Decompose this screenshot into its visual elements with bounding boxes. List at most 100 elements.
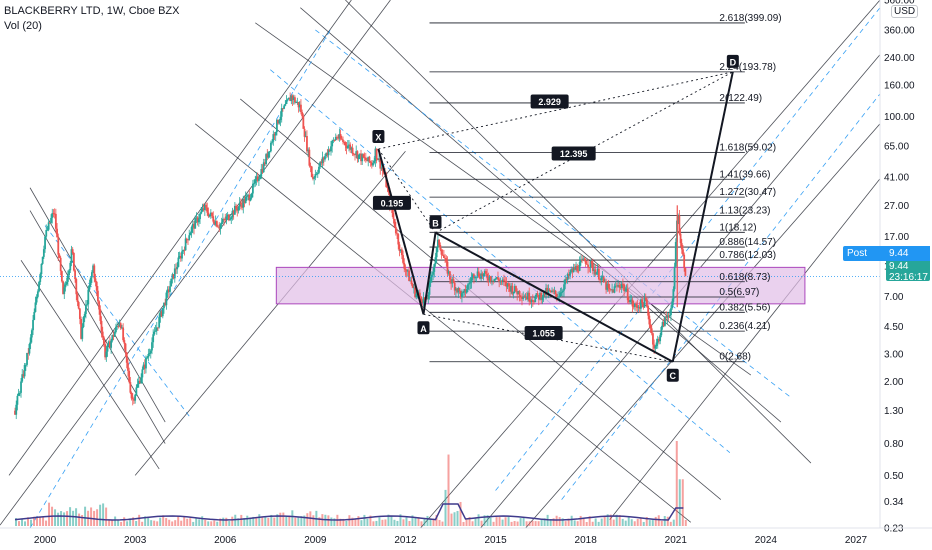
candle-body — [451, 279, 454, 284]
candle-body — [539, 292, 541, 300]
candle-body — [397, 234, 400, 245]
candle-body — [597, 268, 600, 280]
candle-body — [202, 208, 205, 210]
candle-body — [379, 158, 382, 169]
candle-body — [309, 165, 312, 167]
volume-bar — [618, 515, 621, 526]
candle-body — [332, 140, 335, 141]
candle-body — [636, 305, 639, 308]
candle-body — [284, 103, 287, 106]
candle-body — [189, 232, 192, 236]
candle-body — [278, 120, 281, 124]
candle-body — [625, 288, 628, 291]
candle-body — [581, 259, 583, 261]
volume-bar — [594, 518, 597, 526]
supply-demand-zone — [275, 266, 806, 305]
volume-indicator-label[interactable]: Vol (20) — [4, 20, 42, 32]
channel-line-up-dashed — [495, 7, 880, 491]
volume-bar — [126, 521, 129, 526]
candle-body — [535, 293, 538, 298]
candle-body — [630, 299, 633, 301]
candle-body — [248, 194, 251, 201]
currency-label[interactable]: USD — [891, 5, 919, 18]
candle-body — [227, 214, 230, 221]
candle-body — [661, 322, 664, 328]
pattern-ratio-xb — [378, 148, 436, 234]
candle-body — [569, 272, 571, 276]
channel-line-down — [194, 123, 692, 523]
volume-bar — [219, 518, 222, 526]
candle-body — [65, 281, 68, 285]
volume-bar — [438, 520, 441, 526]
volume-bar — [477, 514, 480, 526]
candle-body — [239, 202, 242, 205]
volume-bar — [645, 517, 648, 526]
candle-body — [294, 97, 296, 103]
candle-body — [653, 344, 656, 349]
candle-body — [268, 151, 271, 153]
volume-bar — [231, 516, 234, 526]
volume-bar — [660, 520, 663, 526]
volume-bar — [393, 519, 396, 526]
candle-body — [606, 283, 609, 290]
volume-bar — [138, 514, 141, 526]
candle-body — [199, 213, 201, 220]
volume-bar — [48, 502, 51, 526]
candle-body — [566, 274, 569, 280]
candle-body — [457, 288, 460, 293]
candle-body — [285, 100, 288, 104]
candle-body — [231, 210, 234, 218]
candle-body — [161, 308, 164, 317]
candle-body — [286, 99, 289, 101]
volume-bar — [42, 517, 45, 526]
candle-body — [458, 288, 461, 292]
volume-bar — [306, 513, 309, 526]
pattern-point-box — [726, 54, 739, 68]
candle-body — [409, 280, 412, 282]
candle-body — [74, 270, 76, 280]
candle-body — [271, 141, 274, 143]
candle-body — [677, 215, 680, 221]
fib-level-label: 1.41(39.66) — [719, 169, 770, 180]
candle-body — [17, 393, 20, 396]
volume-bar — [24, 521, 27, 526]
candle-body — [398, 244, 401, 251]
candle-body — [518, 291, 521, 297]
candle-body — [626, 288, 629, 301]
candle-body — [358, 153, 361, 155]
candle-body — [344, 142, 347, 146]
candle-body — [208, 214, 211, 217]
channel-line-up-dashed — [29, 29, 331, 528]
candle-body — [57, 237, 60, 255]
candle-body — [655, 342, 658, 347]
candle-body — [573, 267, 576, 270]
candle-body — [121, 327, 123, 329]
candle-body — [44, 236, 46, 250]
candle-body — [534, 297, 537, 303]
candle-body — [160, 311, 163, 317]
x-axis-tick-label: 2003 — [124, 535, 147, 546]
fib-level-label: 2.618(399.09) — [719, 13, 781, 24]
volume-bar — [132, 517, 135, 526]
candle-body — [66, 275, 69, 282]
candle-body — [412, 287, 415, 289]
candle-body — [680, 243, 683, 250]
candle-body — [32, 319, 34, 331]
candle-body — [678, 215, 681, 234]
candle-body — [221, 218, 224, 223]
candle-body — [399, 249, 402, 251]
candle-body — [656, 339, 659, 343]
candle-body — [513, 286, 516, 292]
volume-bar — [585, 521, 588, 526]
volume-bar — [270, 514, 273, 526]
candle-body — [528, 292, 531, 302]
candle-body — [18, 392, 21, 394]
candle-body — [256, 176, 259, 181]
volume-bar — [327, 515, 330, 526]
volume-bar — [108, 519, 111, 526]
candle-body — [272, 134, 275, 142]
candle-body — [264, 162, 266, 165]
volume-bar — [216, 521, 219, 526]
candle-body — [330, 146, 332, 152]
